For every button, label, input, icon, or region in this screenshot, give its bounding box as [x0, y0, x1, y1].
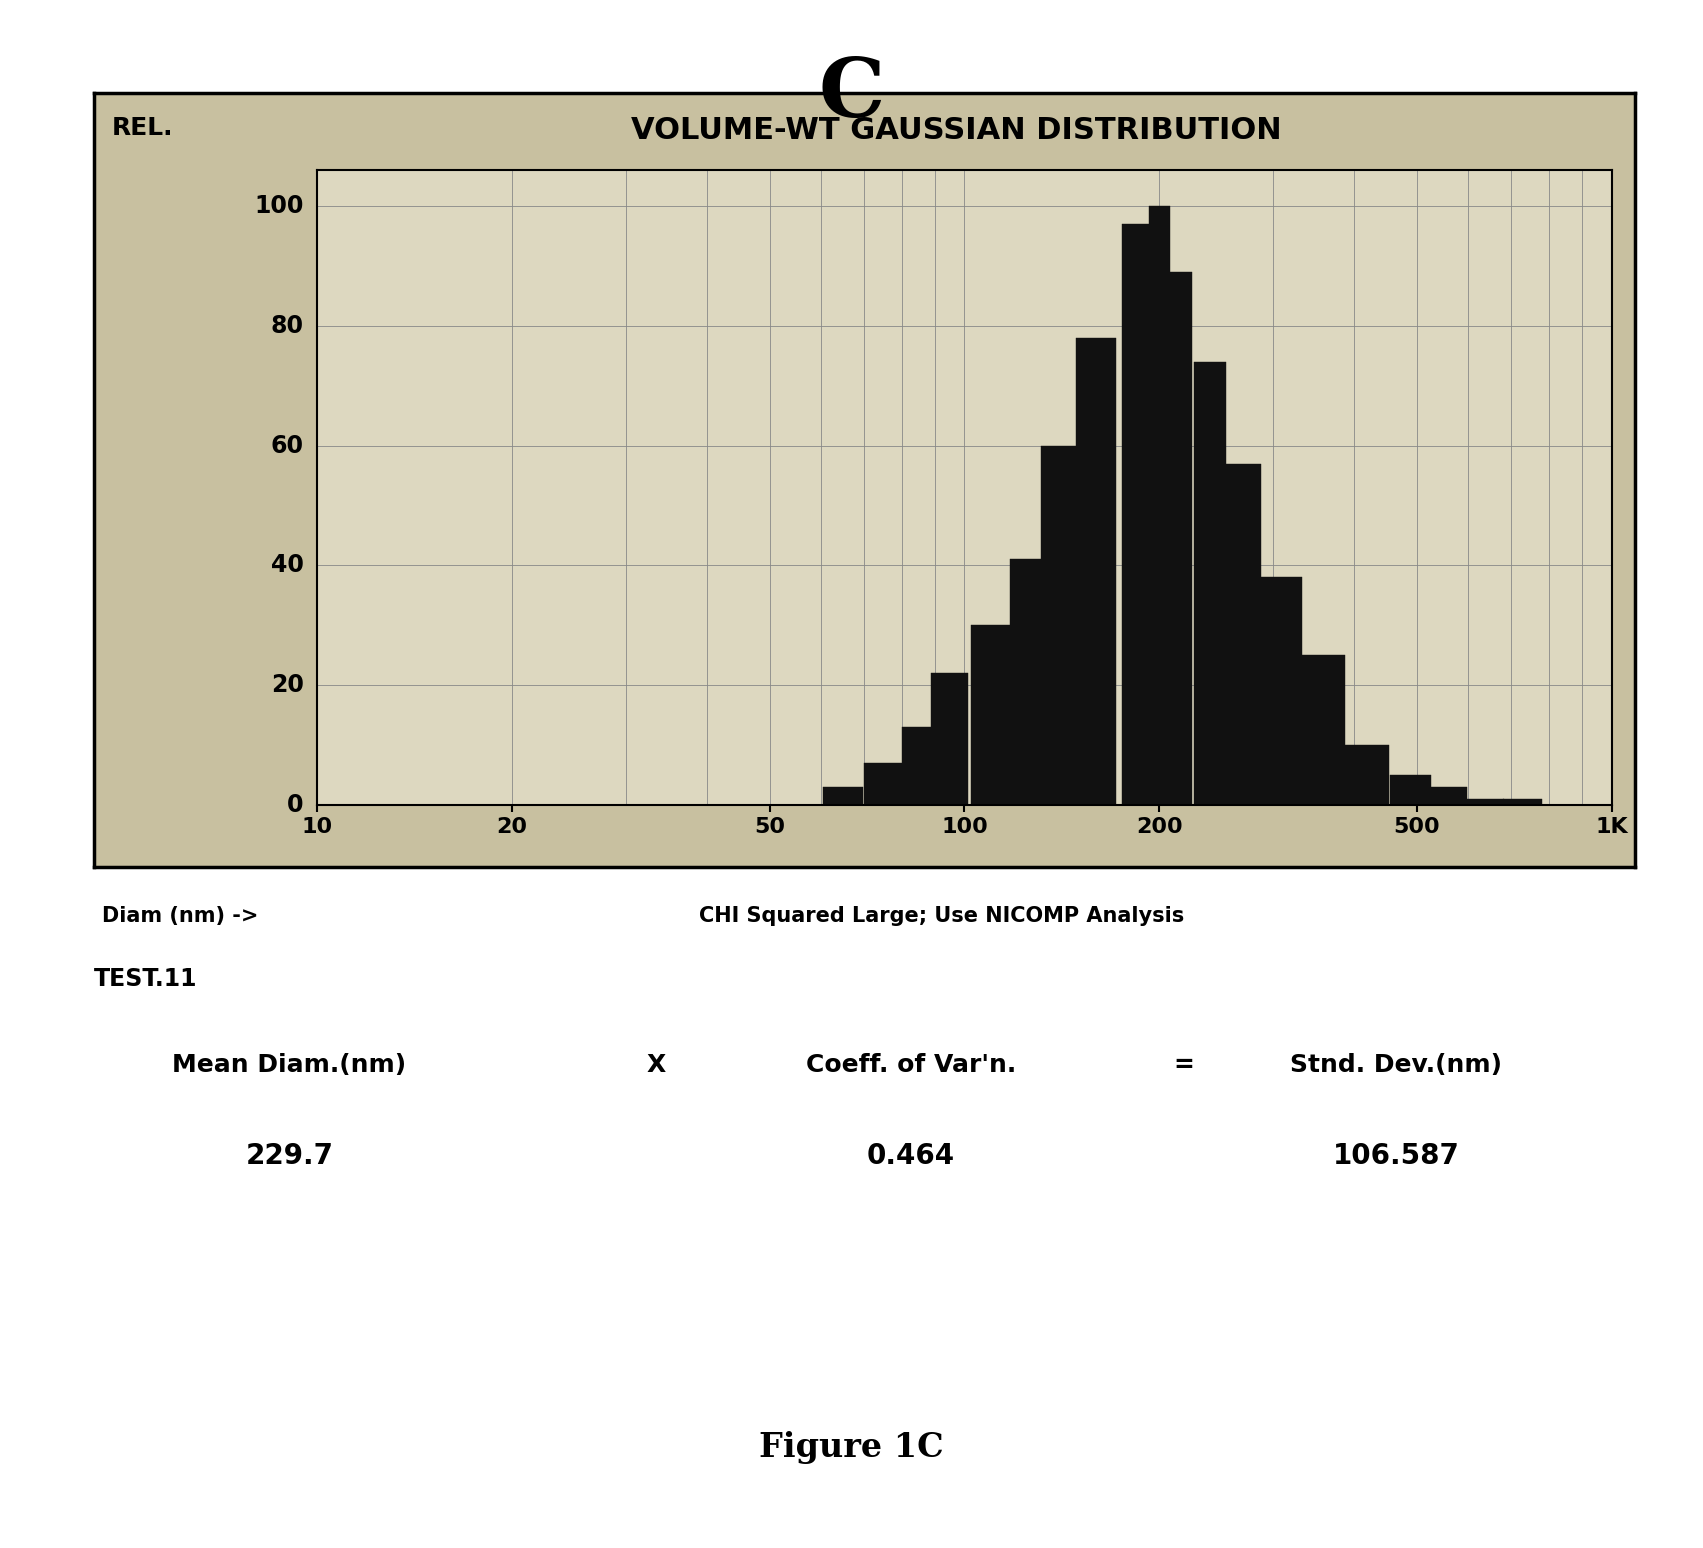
- Text: Mean Diam.(nm): Mean Diam.(nm): [172, 1053, 407, 1077]
- Bar: [1303, 655, 1345, 805]
- Text: TEST.11: TEST.11: [94, 968, 198, 992]
- Bar: [1167, 272, 1192, 805]
- Text: 0.464: 0.464: [867, 1142, 955, 1170]
- Text: 0: 0: [288, 793, 303, 817]
- Bar: [971, 625, 1010, 805]
- Text: CHI Squared Large; Use NICOMP Analysis: CHI Squared Large; Use NICOMP Analysis: [698, 906, 1184, 926]
- Bar: [1041, 446, 1076, 805]
- Bar: [1345, 745, 1388, 805]
- Bar: [1429, 786, 1466, 805]
- Bar: [863, 763, 903, 805]
- Bar: [1466, 799, 1504, 805]
- Text: REL.: REL.: [112, 116, 174, 141]
- Bar: [1148, 206, 1170, 805]
- Bar: [823, 786, 863, 805]
- Text: C: C: [819, 54, 884, 135]
- Bar: [1076, 337, 1115, 805]
- Text: =: =: [1173, 1053, 1194, 1077]
- Text: 100: 100: [254, 194, 303, 218]
- Text: X: X: [645, 1053, 666, 1077]
- Bar: [1122, 224, 1153, 805]
- Bar: [1010, 559, 1044, 805]
- Text: Coeff. of Var'n.: Coeff. of Var'n.: [806, 1053, 1017, 1077]
- Bar: [1262, 577, 1303, 805]
- Text: VOLUME-WT GAUSSIAN DISTRIBUTION: VOLUME-WT GAUSSIAN DISTRIBUTION: [632, 116, 1282, 146]
- Bar: [1224, 464, 1262, 805]
- Text: 80: 80: [271, 314, 303, 337]
- Bar: [1390, 776, 1431, 805]
- Text: 40: 40: [271, 554, 303, 577]
- Text: Diam (nm) ->: Diam (nm) ->: [102, 906, 259, 926]
- Text: 106.587: 106.587: [1333, 1142, 1459, 1170]
- Text: Stnd. Dev.(nm): Stnd. Dev.(nm): [1291, 1053, 1502, 1077]
- Text: 229.7: 229.7: [245, 1142, 334, 1170]
- Bar: [932, 673, 967, 805]
- Text: 20: 20: [271, 673, 303, 697]
- Text: 60: 60: [271, 433, 303, 458]
- Bar: [1504, 799, 1541, 805]
- Text: Figure 1C: Figure 1C: [760, 1430, 943, 1464]
- Bar: [1194, 362, 1226, 805]
- Bar: [901, 728, 935, 805]
